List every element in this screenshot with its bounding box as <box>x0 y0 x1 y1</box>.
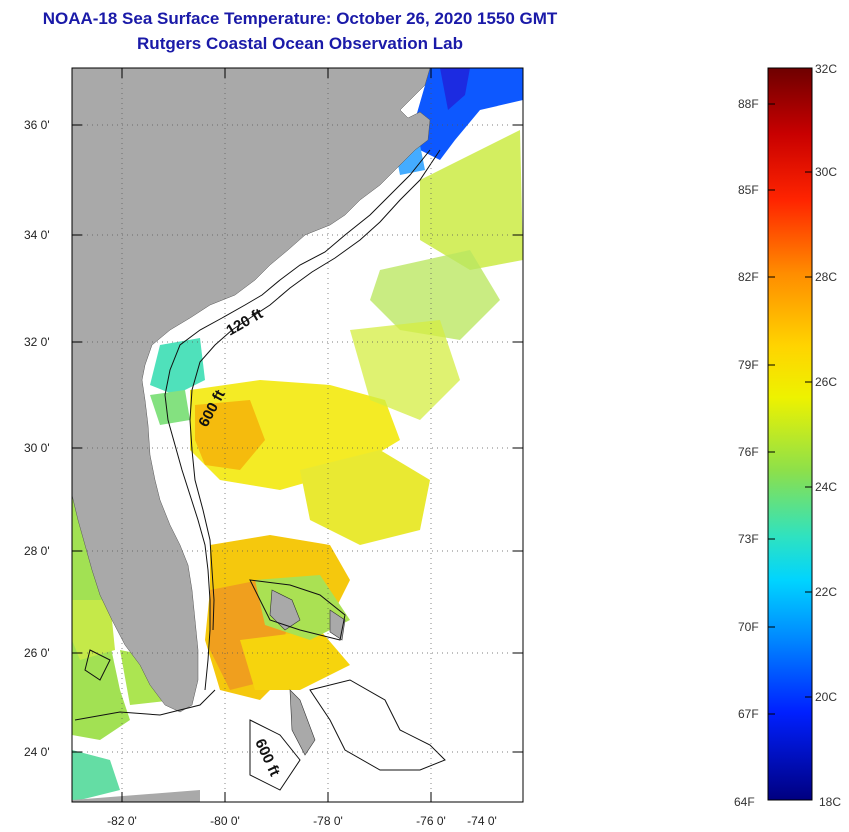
celsius-label: 20C <box>815 690 837 704</box>
colorbar-ticks <box>768 103 812 715</box>
lon-label: -82 0' <box>107 814 137 828</box>
fahrenheit-label: 85F <box>738 183 759 197</box>
lat-label: 34 0' <box>24 228 50 242</box>
map-frame <box>71 67 524 803</box>
bahamas-land <box>269 589 346 756</box>
lon-label: -80 0' <box>210 814 240 828</box>
lon-label: -78 0' <box>313 814 343 828</box>
cold-water-patch <box>415 68 523 160</box>
celsius-label: 26C <box>815 375 837 389</box>
lon-label: -74 0' <box>467 814 497 828</box>
fahrenheit-label: 67F <box>738 707 759 721</box>
map-subtitle: Rutgers Coastal Ocean Observation Lab <box>137 34 463 53</box>
temperature-colorbar: 88F 85F 82F 79F 76F 73F 70F 67F 64F 32C … <box>734 62 841 809</box>
fahrenheit-label: 64F <box>734 795 755 809</box>
map-panel: 120 ft 600 ft 600 ft <box>72 68 523 802</box>
fahrenheit-label: 70F <box>738 620 759 634</box>
cyan-nearshore-patch <box>150 338 205 395</box>
fahrenheit-label: 73F <box>738 532 759 546</box>
lat-label: 28 0' <box>24 544 50 558</box>
latitude-labels: 36 0' 34 0' 32 0' 30 0' 28 0' 26 0' 24 0… <box>24 118 50 759</box>
lat-label: 32 0' <box>24 335 50 349</box>
longitude-labels: -82 0' -80 0' -78 0' -76 0' -74 0' <box>107 814 497 828</box>
us-east-coast-land <box>72 68 431 713</box>
celsius-label: 18C <box>819 795 841 809</box>
cuba-land <box>72 790 200 802</box>
axis-ticks <box>72 68 523 802</box>
map-title: NOAA-18 Sea Surface Temperature: October… <box>42 9 558 28</box>
lat-label: 30 0' <box>24 441 50 455</box>
bathymetry-contours <box>74 149 446 791</box>
colorbar-fahrenheit-labels: 88F 85F 82F 79F 76F 73F 70F 67F 64F <box>734 97 759 809</box>
lat-label: 36 0' <box>24 118 50 132</box>
lat-label: 24 0' <box>24 745 50 759</box>
sst-overlay <box>72 68 523 802</box>
lon-label: -76 0' <box>416 814 446 828</box>
celsius-label: 22C <box>815 585 837 599</box>
lat-label: 26 0' <box>24 646 50 660</box>
fahrenheit-label: 76F <box>738 445 759 459</box>
celsius-label: 32C <box>815 62 837 76</box>
fahrenheit-label: 82F <box>738 270 759 284</box>
graticule <box>72 68 523 802</box>
celsius-label: 24C <box>815 480 837 494</box>
colorbar-ramp <box>767 67 813 801</box>
fahrenheit-label: 88F <box>738 97 759 111</box>
fahrenheit-label: 79F <box>738 358 759 372</box>
celsius-label: 28C <box>815 270 837 284</box>
celsius-label: 30C <box>815 165 837 179</box>
colorbar-celsius-labels: 32C 30C 28C 26C 24C 22C 20C 18C <box>815 62 841 809</box>
